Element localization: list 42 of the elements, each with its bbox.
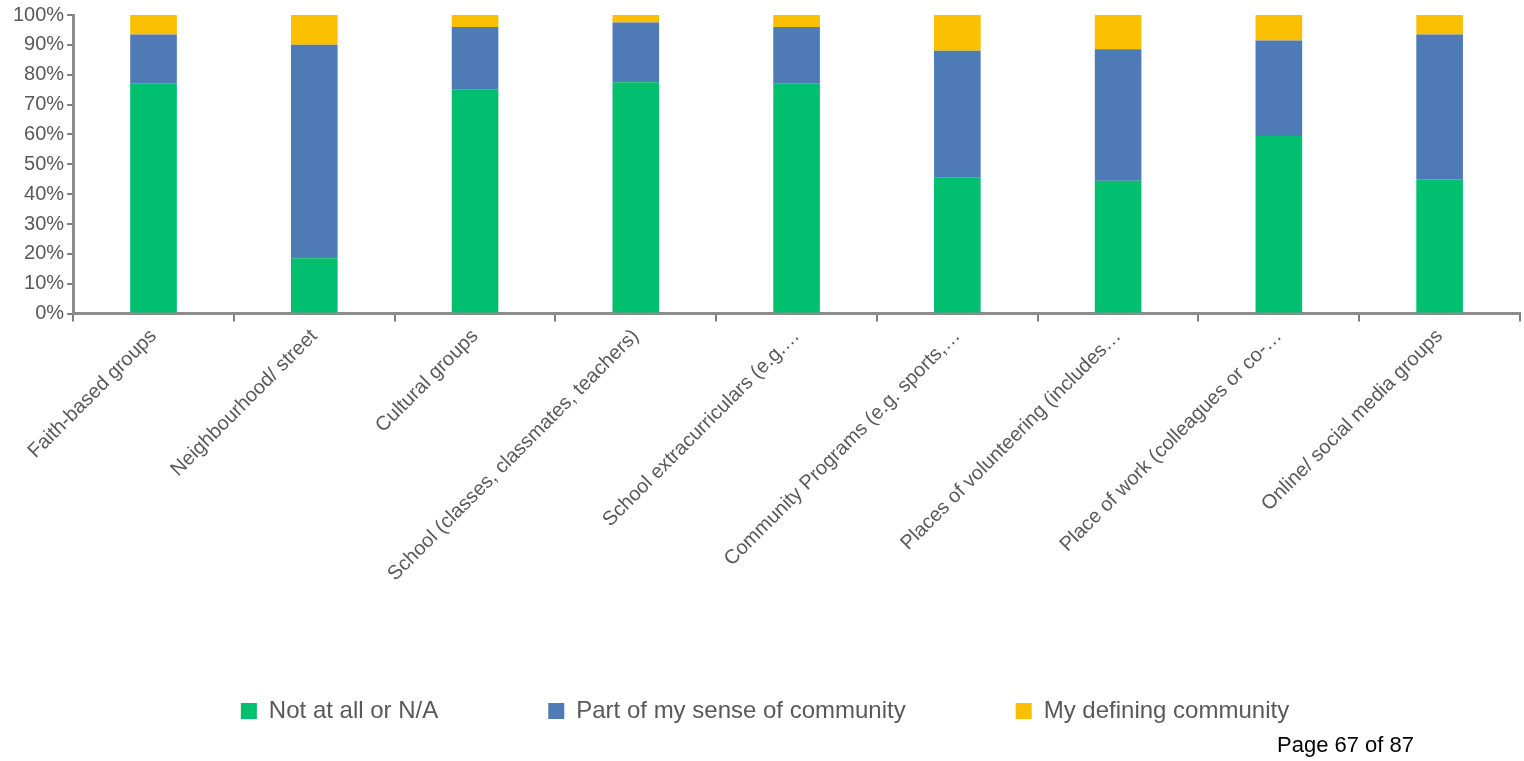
bar [1094, 15, 1142, 50]
y-tick-label: 30% [24, 211, 65, 234]
bar [612, 82, 660, 313]
bar [773, 15, 820, 27]
bar [1416, 34, 1463, 180]
legend-label: Part of my sense of community [576, 695, 906, 723]
bar [773, 26, 820, 84]
y-tick-label: 60% [24, 121, 65, 144]
y-tick-label: 0% [35, 301, 65, 324]
bar [130, 15, 177, 35]
bar [451, 26, 499, 90]
bar [290, 258, 338, 313]
bar [773, 83, 820, 313]
bar [1094, 180, 1142, 313]
bar [1416, 15, 1463, 35]
bar [130, 34, 177, 84]
y-tick-label: 100% [13, 2, 65, 25]
bar [451, 89, 499, 313]
bar [1255, 15, 1303, 41]
bar [1255, 40, 1303, 136]
bar [290, 44, 338, 259]
bar [612, 15, 660, 23]
y-tick-label: 50% [24, 151, 65, 174]
bar [934, 50, 981, 178]
text: Page 67 of 87 [1276, 732, 1414, 758]
y-tick-label: 80% [24, 62, 65, 85]
bar [451, 15, 499, 27]
y-tick-label: 90% [24, 32, 65, 55]
bar [290, 15, 338, 45]
bar [130, 83, 177, 313]
legend-label: My defining community [1043, 695, 1290, 723]
y-tick-label: 20% [24, 241, 65, 264]
y-tick-label: 10% [24, 271, 65, 294]
bar [934, 177, 981, 313]
bar [1416, 179, 1463, 313]
bar [612, 22, 660, 83]
bar [1094, 49, 1142, 181]
y-tick-label: 40% [24, 181, 65, 204]
bar [934, 15, 981, 51]
y-tick-label: 70% [24, 92, 65, 115]
legend-label: Not at all or N/A [268, 695, 439, 723]
bar [1255, 135, 1303, 313]
